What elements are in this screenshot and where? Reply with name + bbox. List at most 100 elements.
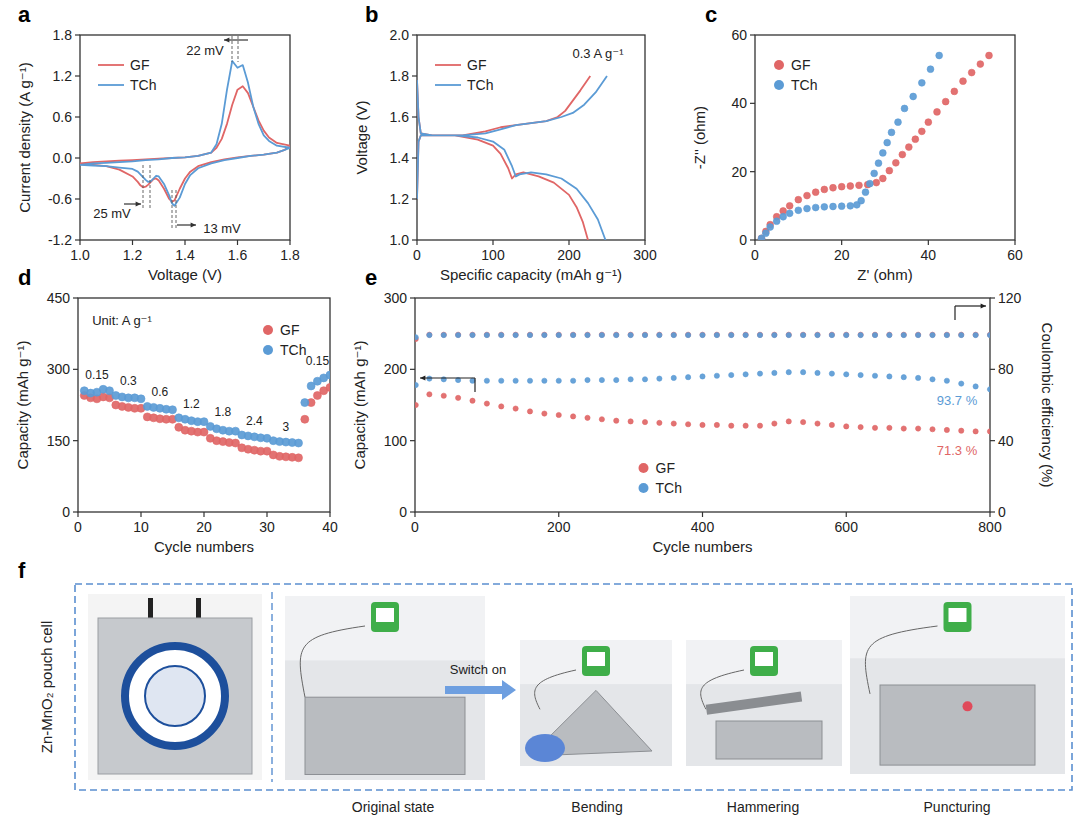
x-tick-label: 1.0 [70,247,90,263]
y-tick-label: -0.6 [48,191,72,207]
y-tick-label: 1.6 [390,109,410,125]
data-point [888,129,895,136]
data-point [901,375,906,380]
data-point [571,332,576,337]
data-point [844,424,849,429]
y-tick [410,511,415,512]
data-point [642,332,647,337]
fan [371,602,399,632]
x-tick [237,240,238,245]
y-tick-label: 450 [47,290,71,306]
y-tick [75,34,80,35]
data-point [772,332,777,337]
y2-tick-label: 0 [998,504,1006,520]
annotation: 93.7 % [937,393,978,408]
y-tick-label: 1.2 [53,68,73,84]
fan [755,652,773,666]
data-point [484,332,489,337]
x-tick-label: 800 [978,519,1002,535]
y2-tick [990,440,995,441]
rate-label: 0.6 [152,385,169,399]
data-point [973,429,978,434]
data-point [872,425,877,430]
x-tick-label: 60 [1007,247,1023,263]
data-point [743,372,748,377]
y-tick-label: 40 [731,95,747,111]
data-point [987,429,990,434]
data-point [484,332,489,337]
data-point [757,332,762,337]
data-point [484,378,489,383]
y-tick-label: -1.2 [48,232,72,248]
data-point [829,332,834,337]
data-point [821,203,828,210]
y-tick [412,157,417,158]
data-point [927,66,934,73]
legend-label: GF [130,57,149,73]
fan [949,608,967,622]
photo-bg [285,596,485,660]
y-tick-label: 60 [731,27,747,43]
data-point [847,183,854,190]
photo-bg [520,640,672,684]
data-point [729,332,734,337]
data-point [326,383,330,391]
data-point [930,332,935,337]
data-point [556,412,561,417]
fan [376,608,394,622]
data-point [812,204,819,211]
panel-label: a [18,2,31,27]
data-point [815,370,820,375]
data-point [614,418,619,423]
data-point [743,332,748,337]
data-point [801,332,806,337]
data-point [872,332,877,337]
legend-swatch [639,483,649,493]
series-line [80,61,290,206]
data-point [944,332,949,337]
rate-label: 2.4 [246,414,263,428]
data-point [884,139,891,146]
data-point [499,332,504,337]
data-point [499,332,504,337]
y-axis-title: Current density (A g⁻¹) [16,62,33,212]
data-point [930,427,935,432]
data-point [829,371,834,376]
switch-arrow [445,680,516,700]
data-point [599,332,604,337]
data-point [657,332,662,337]
data-point [527,332,532,337]
photo [686,640,842,766]
y-tick [410,440,415,441]
data-point [585,415,590,420]
data-point [873,179,880,186]
y-tick [75,116,80,117]
data-point [729,332,734,337]
x-tick [558,512,559,517]
data-point [804,205,811,212]
plot-marks [80,371,330,462]
x-tick [702,512,703,517]
x-tick-label: 300 [633,247,657,263]
x-tick [329,512,330,517]
legend-label: GF [280,322,299,338]
pouch [880,685,1035,765]
figure: a1.01.21.41.61.8-1.2-0.60.00.61.21.8Volt… [0,0,1080,823]
panel-label: d [18,265,31,290]
data-point [786,332,791,337]
caption: Original state [352,799,435,815]
y-tick-label: 200 [384,361,408,377]
x-tick [266,512,267,517]
data-point [916,332,921,337]
legend-label: TCh [656,480,682,496]
panel-label: e [365,265,377,290]
data-point [513,332,518,337]
guide-line [150,165,151,208]
axis-arrow [474,378,475,392]
data-point [427,332,432,337]
pouch [305,697,465,774]
data-point [686,375,691,380]
plot-marks [417,76,607,240]
data-point [801,332,806,337]
y-tick-label: 300 [384,290,408,306]
